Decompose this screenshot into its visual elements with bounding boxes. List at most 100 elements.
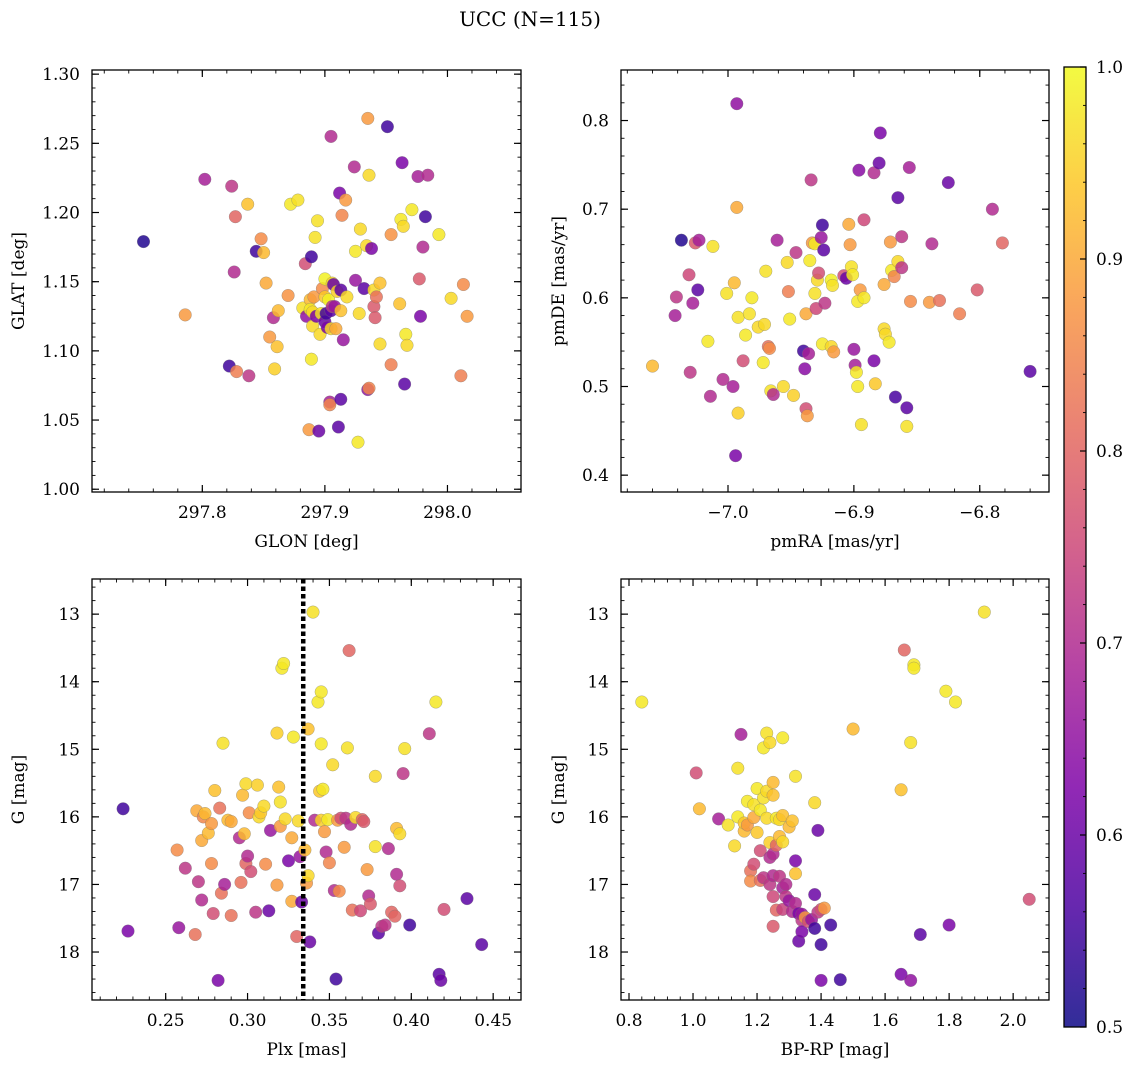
data-point (357, 815, 371, 829)
colorbar-tick-label: 0.9 (1096, 250, 1123, 270)
data-point (429, 695, 443, 709)
data-point (808, 921, 822, 935)
scatter-points (635, 605, 1036, 987)
y-tick-label: 1.05 (42, 411, 80, 431)
data-point (369, 290, 383, 304)
data-point (846, 722, 860, 736)
data-point (116, 802, 130, 816)
data-point (781, 285, 795, 299)
data-point (762, 341, 777, 355)
data-point (363, 897, 377, 911)
data-point (842, 217, 856, 231)
data-point (368, 311, 382, 325)
data-point (364, 241, 379, 256)
data-point (405, 203, 419, 217)
data-point (178, 861, 192, 875)
data-point (278, 812, 292, 826)
data-point (373, 276, 387, 290)
data-point (789, 246, 803, 260)
data-point (785, 814, 799, 828)
data-point (326, 758, 340, 772)
data-point (730, 97, 744, 111)
data-point (188, 927, 202, 942)
data-point (335, 208, 349, 222)
data-point (317, 825, 332, 839)
data-point (281, 854, 296, 868)
data-point (882, 335, 896, 349)
scatter-points (645, 97, 1037, 463)
data-point (701, 334, 715, 348)
data-point (729, 449, 743, 463)
data-point (329, 322, 343, 336)
x-tick-label: 1.0 (680, 1011, 707, 1031)
data-point (900, 401, 914, 415)
y-tick-label: 1.15 (42, 273, 80, 293)
data-point (208, 783, 222, 798)
data-point (393, 879, 407, 893)
data-point (753, 844, 767, 858)
x-tick-label: 1.4 (808, 1011, 835, 1031)
data-point (412, 272, 426, 286)
data-point (904, 973, 918, 987)
data-point (337, 840, 351, 854)
data-point (304, 250, 318, 264)
y-tick-label: 1.30 (42, 65, 80, 85)
data-point (340, 290, 354, 304)
data-point (750, 825, 764, 839)
data-point (703, 389, 717, 403)
data-point (460, 892, 474, 906)
data-point (857, 291, 871, 305)
data-point (273, 795, 287, 809)
data-point (121, 924, 135, 938)
data-point (883, 235, 897, 249)
y-tick-label: 14 (587, 673, 609, 693)
colorbar-frame (1063, 66, 1087, 1028)
data-point (766, 775, 780, 789)
y-tick-label: 0.7 (582, 200, 609, 220)
data-point (204, 817, 219, 831)
data-point (948, 695, 963, 709)
data-point (731, 310, 745, 324)
data-point (395, 156, 409, 170)
x-tick-label: 1.8 (936, 1011, 963, 1031)
x-tick-label: 297.8 (178, 503, 227, 523)
colorbar: 0.5 0.6 0.7 0.8 0.9 1.0 (1063, 58, 1123, 1038)
data-point (970, 283, 984, 297)
data-point (236, 788, 250, 802)
data-point (734, 727, 748, 741)
y-tick-label: 18 (58, 943, 80, 963)
data-point (257, 799, 271, 813)
data-point (432, 228, 446, 242)
data-point (895, 261, 909, 275)
data-point (268, 362, 282, 376)
data-point (682, 268, 696, 282)
data-point (857, 213, 871, 227)
panel-bprp-g: 0.8 1.0 1.2 1.4 1.6 1.8 2.0 13 14 15 16 17 18 BP-RP [… (549, 578, 1050, 1060)
data-point (353, 904, 368, 918)
x-axis-label: BP-RP [mag] (781, 1040, 890, 1060)
data-point (454, 369, 468, 383)
data-point (434, 973, 448, 987)
y-tick-label: 16 (58, 808, 80, 828)
colorbar-tick-label: 0.7 (1096, 634, 1123, 654)
data-point (239, 777, 253, 791)
data-point (396, 219, 410, 233)
x-tick-label: 0.8 (615, 1011, 642, 1031)
data-point (352, 306, 366, 321)
data-point (270, 726, 284, 740)
data-point (195, 893, 209, 907)
data-point (811, 823, 825, 837)
x-tick-label: −7.0 (707, 503, 748, 523)
data-point (460, 309, 474, 323)
y-tick-label: 0.6 (582, 289, 609, 309)
data-point (437, 902, 451, 916)
data-point (689, 766, 703, 780)
data-point (925, 237, 939, 251)
figure-title: UCC (N=115) (459, 7, 601, 31)
data-point (800, 409, 814, 423)
data-point (763, 735, 777, 750)
axes-frame (91, 69, 522, 493)
data-point (891, 191, 905, 205)
data-point (939, 684, 953, 698)
data-point (802, 347, 816, 361)
